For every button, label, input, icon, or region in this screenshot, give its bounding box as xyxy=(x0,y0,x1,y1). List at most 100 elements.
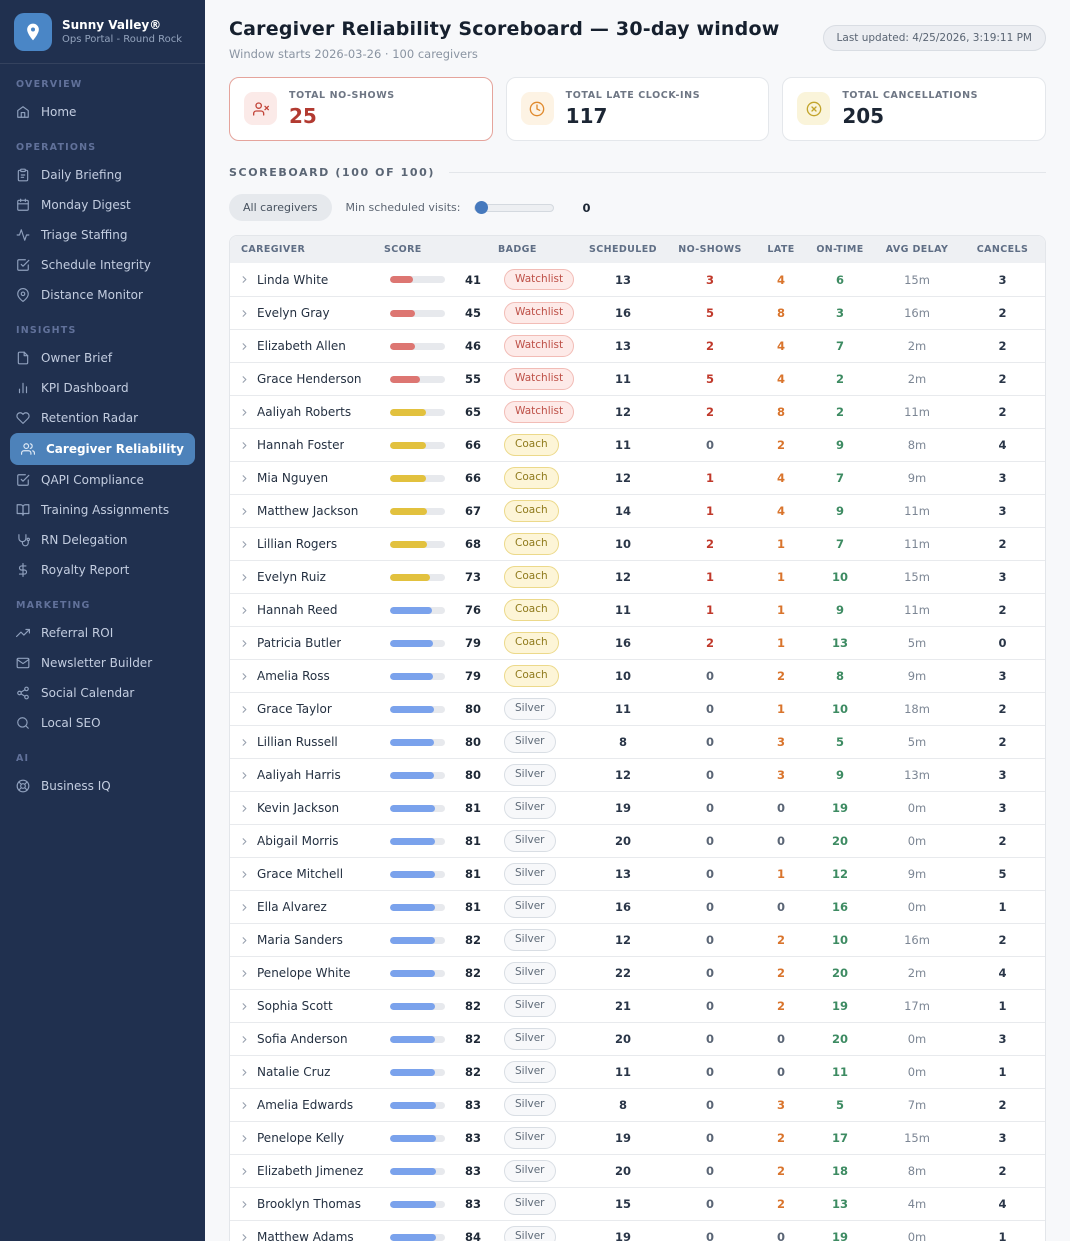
sidebar-item-home[interactable]: Home xyxy=(0,97,205,127)
sidebar-item-monday-digest[interactable]: Monday Digest xyxy=(0,190,205,220)
chevron-right-icon[interactable] xyxy=(239,704,250,715)
sidebar-item-triage-staffing[interactable]: Triage Staffing xyxy=(0,220,205,250)
chevron-right-icon[interactable] xyxy=(239,1100,250,1111)
score-value: 73 xyxy=(464,570,481,584)
table-row[interactable]: Matthew Adams 84 Silver 19 0 0 19 0m 1 xyxy=(230,1220,1045,1241)
sidebar-item-retention-radar[interactable]: Retention Radar xyxy=(0,403,205,433)
chevron-right-icon[interactable] xyxy=(239,506,250,517)
chevron-right-icon[interactable] xyxy=(239,803,250,814)
chevron-right-icon[interactable] xyxy=(239,737,250,748)
table-row[interactable]: Grace Mitchell 81 Silver 13 0 1 12 9m 5 xyxy=(230,857,1045,890)
table-row[interactable]: Sophia Scott 82 Silver 21 0 2 19 17m 1 xyxy=(230,989,1045,1022)
chevron-right-icon[interactable] xyxy=(239,341,250,352)
table-row[interactable]: Amelia Ross 79 Coach 10 0 2 8 9m 3 xyxy=(230,659,1045,692)
column-header-no-shows[interactable]: NO-SHOWS xyxy=(678,244,742,255)
sidebar-item-owner-brief[interactable]: Owner Brief xyxy=(0,343,205,373)
chevron-right-icon[interactable] xyxy=(239,869,250,880)
sidebar-item-daily-briefing[interactable]: Daily Briefing xyxy=(0,160,205,190)
sidebar-item-business-iq[interactable]: Business IQ xyxy=(0,771,205,801)
sidebar-section-label: OVERVIEW xyxy=(16,79,83,90)
chevron-right-icon[interactable] xyxy=(239,1232,250,1241)
table-row[interactable]: Evelyn Gray 45 Watchlist 16 5 8 3 16m 2 xyxy=(230,296,1045,329)
sidebar-item-kpi-dashboard[interactable]: KPI Dashboard xyxy=(0,373,205,403)
sidebar-item-distance-monitor[interactable]: Distance Monitor xyxy=(0,280,205,310)
column-header-scheduled[interactable]: SCHEDULED xyxy=(589,244,657,255)
chevron-right-icon[interactable] xyxy=(239,770,250,781)
table-row[interactable]: Kevin Jackson 81 Silver 19 0 0 19 0m 3 xyxy=(230,791,1045,824)
column-header-caregiver[interactable]: CAREGIVER xyxy=(241,244,306,255)
chevron-right-icon[interactable] xyxy=(239,572,250,583)
chevron-right-icon[interactable] xyxy=(239,374,250,385)
table-row[interactable]: Lillian Russell 80 Silver 8 0 3 5 5m 2 xyxy=(230,725,1045,758)
table-row[interactable]: Ella Alvarez 81 Silver 16 0 0 16 0m 1 xyxy=(230,890,1045,923)
badge: Silver xyxy=(504,1226,556,1241)
chevron-right-icon[interactable] xyxy=(239,935,250,946)
column-header-late[interactable]: LATE xyxy=(767,244,795,255)
chevron-right-icon[interactable] xyxy=(239,1166,250,1177)
sidebar-item-caregiver-reliability[interactable]: Caregiver Reliability xyxy=(10,433,195,465)
sidebar-item-rn-delegation[interactable]: RN Delegation xyxy=(0,525,205,555)
scheduled-value: 13 xyxy=(614,867,631,881)
column-header-avg-delay[interactable]: AVG DELAY xyxy=(885,244,949,255)
chevron-right-icon[interactable] xyxy=(239,902,250,913)
table-row[interactable]: Grace Henderson 55 Watchlist 11 5 4 2 2m… xyxy=(230,362,1045,395)
table-row[interactable]: Penelope Kelly 83 Silver 19 0 2 17 15m 3 xyxy=(230,1121,1045,1154)
min-visits-slider[interactable] xyxy=(474,201,555,214)
table-row[interactable]: Evelyn Ruiz 73 Coach 12 1 1 10 15m 3 xyxy=(230,560,1045,593)
chevron-right-icon[interactable] xyxy=(239,1133,250,1144)
sidebar-item-social-calendar[interactable]: Social Calendar xyxy=(0,678,205,708)
sidebar-item-newsletter-builder[interactable]: Newsletter Builder xyxy=(0,648,205,678)
table-row[interactable]: Amelia Edwards 83 Silver 8 0 3 5 7m 2 xyxy=(230,1088,1045,1121)
table-row[interactable]: Natalie Cruz 82 Silver 11 0 0 11 0m 1 xyxy=(230,1055,1045,1088)
table-row[interactable]: Mia Nguyen 66 Coach 12 1 4 7 9m 3 xyxy=(230,461,1045,494)
all-caregivers-filter-button[interactable]: All caregivers xyxy=(229,194,332,221)
chevron-right-icon[interactable] xyxy=(239,1001,250,1012)
table-row[interactable]: Linda White 41 Watchlist 13 3 4 6 15m 3 xyxy=(230,263,1045,296)
chevron-right-icon[interactable] xyxy=(239,407,250,418)
table-row[interactable]: Elizabeth Allen 46 Watchlist 13 2 4 7 2m… xyxy=(230,329,1045,362)
sidebar-item-training-assignments[interactable]: Training Assignments xyxy=(0,495,205,525)
column-header-score[interactable]: SCORE xyxy=(384,244,422,255)
sidebar-item-referral-roi[interactable]: Referral ROI xyxy=(0,618,205,648)
badge: Watchlist xyxy=(504,268,575,291)
chevron-right-icon[interactable] xyxy=(239,1034,250,1045)
chevron-right-icon[interactable] xyxy=(239,440,250,451)
chevron-right-icon[interactable] xyxy=(239,671,250,682)
column-header-badge[interactable]: BADGE xyxy=(498,244,537,255)
chevron-right-icon[interactable] xyxy=(239,539,250,550)
no-shows-value: 1 xyxy=(705,570,714,584)
column-header-on-time[interactable]: ON-TIME xyxy=(816,244,864,255)
table-row[interactable]: Penelope White 82 Silver 22 0 2 20 2m 4 xyxy=(230,956,1045,989)
table-row[interactable]: Elizabeth Jimenez 83 Silver 20 0 2 18 8m… xyxy=(230,1154,1045,1187)
sidebar-item-qapi-compliance[interactable]: QAPI Compliance xyxy=(0,465,205,495)
table-row[interactable]: Lillian Rogers 68 Coach 10 2 1 7 11m 2 xyxy=(230,527,1045,560)
chevron-right-icon[interactable] xyxy=(239,308,250,319)
table-row[interactable]: Grace Taylor 80 Silver 11 0 1 10 18m 2 xyxy=(230,692,1045,725)
chevron-right-icon[interactable] xyxy=(239,1067,250,1078)
chevron-right-icon[interactable] xyxy=(239,638,250,649)
chevron-right-icon[interactable] xyxy=(239,605,250,616)
table-row[interactable]: Aaliyah Roberts 65 Watchlist 12 2 8 2 11… xyxy=(230,395,1045,428)
slider-thumb[interactable] xyxy=(475,201,489,214)
chevron-right-icon[interactable] xyxy=(239,836,250,847)
chevron-right-icon[interactable] xyxy=(239,274,250,285)
sidebar-item-royalty-report[interactable]: Royalty Report xyxy=(0,555,205,585)
avg-delay-value: 11m xyxy=(904,504,930,518)
last-updated-badge: Last updated: 4/25/2026, 3:19:11 PM xyxy=(822,25,1046,51)
chevron-right-icon[interactable] xyxy=(239,968,250,979)
table-row[interactable]: Aaliyah Harris 80 Silver 12 0 3 9 13m 3 xyxy=(230,758,1045,791)
column-header-cancels[interactable]: CANCELS xyxy=(976,244,1029,255)
table-row[interactable]: Maria Sanders 82 Silver 12 0 2 10 16m 2 xyxy=(230,923,1045,956)
table-row[interactable]: Abigail Morris 81 Silver 20 0 0 20 0m 2 xyxy=(230,824,1045,857)
sidebar-item-schedule-integrity[interactable]: Schedule Integrity xyxy=(0,250,205,280)
table-row[interactable]: Hannah Foster 66 Coach 11 0 2 9 8m 4 xyxy=(230,428,1045,461)
sidebar-item-local-seo[interactable]: Local SEO xyxy=(0,708,205,738)
chevron-right-icon[interactable] xyxy=(239,473,250,484)
table-row[interactable]: Brooklyn Thomas 83 Silver 15 0 2 13 4m 4 xyxy=(230,1187,1045,1220)
table-row[interactable]: Hannah Reed 76 Coach 11 1 1 9 11m 2 xyxy=(230,593,1045,626)
table-row[interactable]: Sofia Anderson 82 Silver 20 0 0 20 0m 3 xyxy=(230,1022,1045,1055)
badge: Silver xyxy=(504,797,556,819)
table-row[interactable]: Matthew Jackson 67 Coach 14 1 4 9 11m 3 xyxy=(230,494,1045,527)
chevron-right-icon[interactable] xyxy=(239,1199,250,1210)
table-row[interactable]: Patricia Butler 79 Coach 16 2 1 13 5m 0 xyxy=(230,626,1045,659)
